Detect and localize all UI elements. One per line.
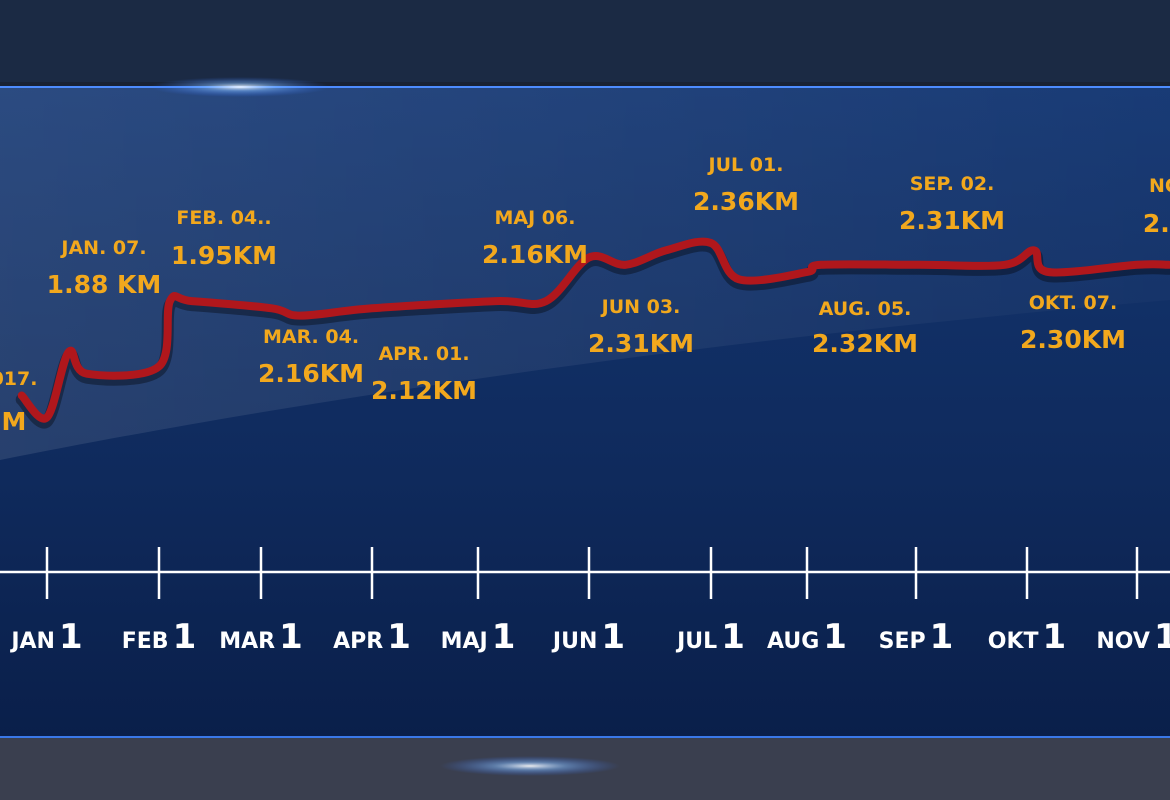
x-tick-label: NOV 1 <box>1096 617 1170 657</box>
data-label: JAN. 07. 1.88 KM <box>47 237 162 299</box>
data-label-date: APR. 01. <box>378 343 469 365</box>
data-label-value: 2.32KM <box>812 329 918 358</box>
x-tick-label-day: 1 <box>492 617 516 657</box>
x-tick-label-day: 1 <box>930 617 954 657</box>
data-label: AUG. 05. 2.32KM <box>812 298 918 358</box>
data-label: JUL 01. 2.36KM <box>693 154 799 216</box>
x-tick-label-day: 1 <box>721 617 745 657</box>
data-label: MAJ 06. 2.16KM <box>482 207 588 269</box>
data-label-date: OKT. 07. <box>1029 292 1117 314</box>
data-label: APR. 01. 2.12KM <box>371 343 477 405</box>
data-label-value: 2.31KM <box>588 329 694 358</box>
x-tick-label-month: JAN <box>9 629 55 654</box>
x-tick-label-month: MAJ <box>441 629 488 654</box>
data-label-date: NO <box>1149 175 1170 197</box>
data-label-value: 2.30KM <box>1020 325 1126 354</box>
x-tick-label: OKT 1 <box>988 617 1066 657</box>
data-label: SEP. 02. 2.31KM <box>899 173 1005 235</box>
x-tick-label-month: APR <box>333 629 383 654</box>
x-tick-label-month: FEB <box>122 629 169 654</box>
x-tick-label-day: 1 <box>1154 617 1170 657</box>
x-tick-label-day: 1 <box>59 617 83 657</box>
x-tick-label: JUL 1 <box>675 617 745 657</box>
x-tick-label-month: OKT <box>988 629 1039 654</box>
data-label-value: 2.16KM <box>258 359 364 388</box>
x-tick-label-month: AUG <box>767 629 819 654</box>
data-label-date: AUG. 05. <box>819 298 912 320</box>
data-label-date: 017. <box>0 368 37 390</box>
data-label-date: JAN. 07. <box>59 237 146 259</box>
data-label-date: FEB. 04.. <box>176 207 271 229</box>
x-tick-label-day: 1 <box>173 617 197 657</box>
data-label: 017. M <box>0 368 37 436</box>
x-tick-label-month: NOV <box>1096 629 1150 654</box>
data-label-value: 1.95KM <box>171 241 277 270</box>
data-label: NO 2.3 <box>1143 175 1170 238</box>
data-label-date: JUL 01. <box>707 154 784 176</box>
x-tick-label-day: 1 <box>1043 617 1067 657</box>
data-label-value: 2.31KM <box>899 206 1005 235</box>
data-label-date: MAJ 06. <box>495 207 576 229</box>
data-label: FEB. 04.. 1.95KM <box>171 207 277 270</box>
x-tick-label-day: 1 <box>387 617 411 657</box>
x-tick-label-day: 1 <box>279 617 303 657</box>
x-tick-label-month: JUL <box>675 629 717 654</box>
x-tick-label: APR 1 <box>333 617 411 657</box>
x-tick-label-month: JUN <box>551 629 597 654</box>
x-tick-label: MAJ 1 <box>441 617 516 657</box>
data-label-value: 2.12KM <box>371 376 477 405</box>
top-strip <box>0 0 1170 82</box>
glow-top <box>150 77 330 97</box>
data-label-date: MAR. 04. <box>263 326 359 348</box>
x-tick-label-month: MAR <box>219 629 275 654</box>
data-label-value: 1.88 KM <box>47 270 162 299</box>
x-tick-label-month: SEP <box>879 629 926 654</box>
glow-bottom <box>440 756 620 776</box>
data-label-date: SEP. 02. <box>910 173 995 195</box>
x-tick-label: MAR 1 <box>219 617 303 657</box>
x-tick-label: SEP 1 <box>879 617 954 657</box>
data-label-value: 2.3 <box>1143 209 1170 238</box>
data-label-value: M <box>2 407 27 436</box>
x-tick-label: JUN 1 <box>551 617 625 657</box>
panel-sheen <box>0 86 1170 460</box>
data-label-value: 2.16KM <box>482 240 588 269</box>
x-tick-label-day: 1 <box>601 617 625 657</box>
x-tick-label-day: 1 <box>823 617 847 657</box>
data-label-date: JUN 03. <box>600 296 681 318</box>
x-tick-label: JAN 1 <box>9 617 82 657</box>
data-label-value: 2.36KM <box>693 187 799 216</box>
x-tick-label: FEB 1 <box>122 617 197 657</box>
data-label: JUN 03. 2.31KM <box>588 296 694 358</box>
data-label: OKT. 07. 2.30KM <box>1020 292 1126 354</box>
x-tick-label: AUG 1 <box>767 617 847 657</box>
data-label: MAR. 04. 2.16KM <box>258 326 364 388</box>
